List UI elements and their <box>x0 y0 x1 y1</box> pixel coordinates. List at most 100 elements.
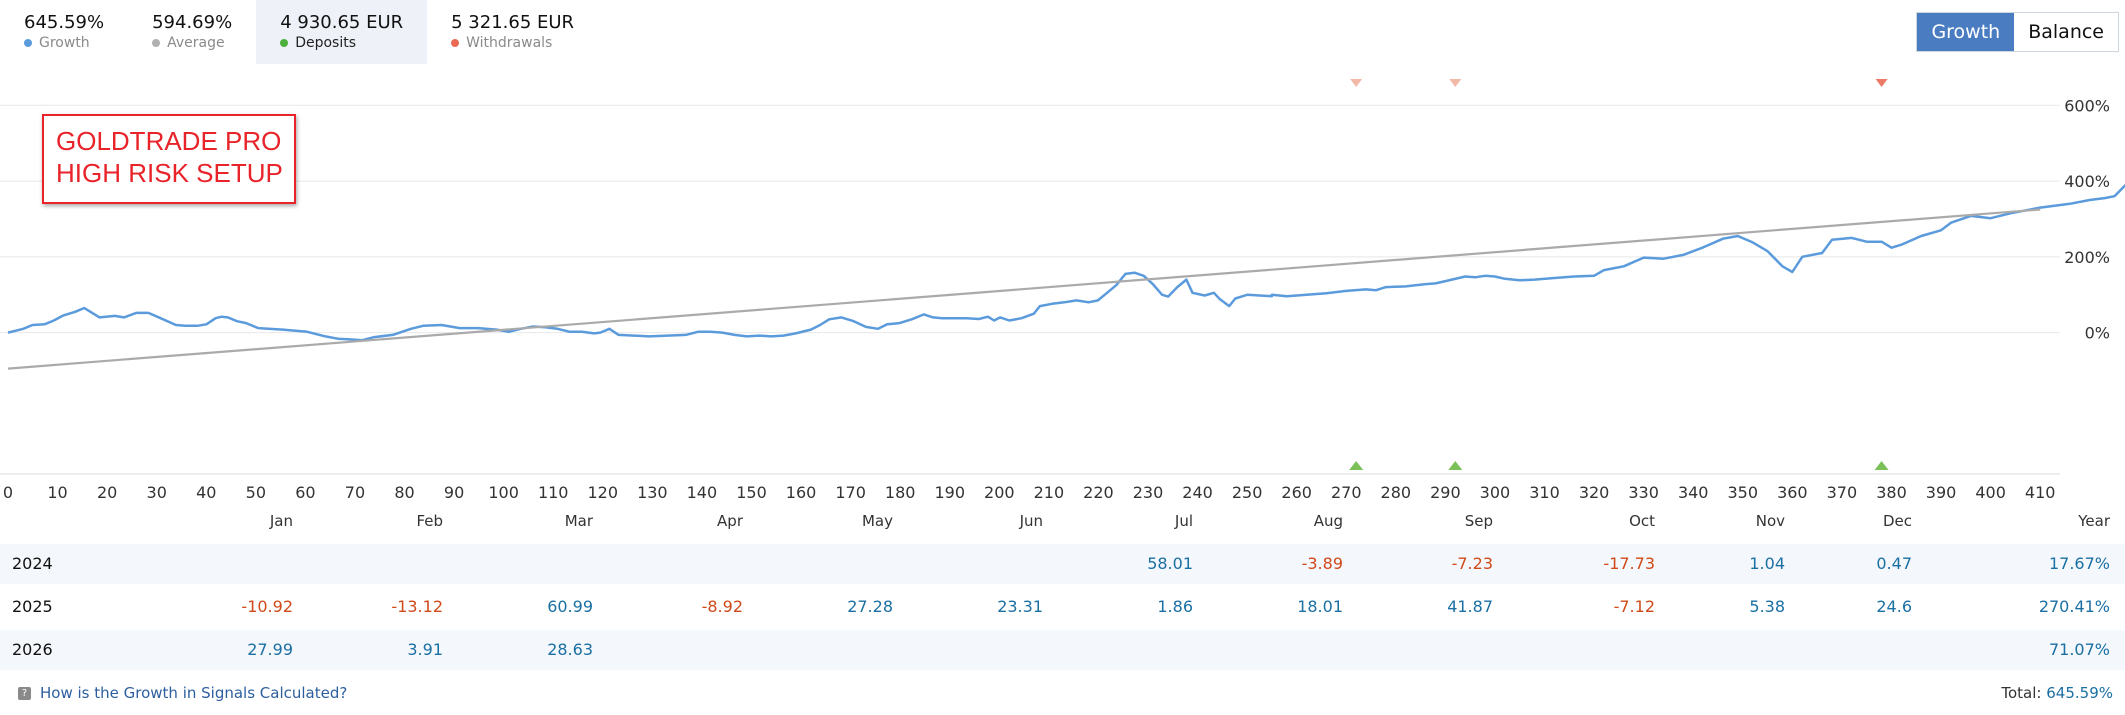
x-tick-label: 130 <box>637 483 668 502</box>
promo-line-1: GOLDTRADE PRO <box>56 126 282 156</box>
total-label: Total: <box>2001 684 2042 702</box>
month-value-cell: 5.38 <box>1749 597 1785 616</box>
x-tick-label: 230 <box>1133 483 1164 502</box>
month-value-cell: 23.31 <box>997 597 1043 616</box>
month-value-cell <box>633 544 743 584</box>
stat-average[interactable]: 594.69% Average <box>128 0 256 64</box>
x-tick-label: 380 <box>1876 483 1907 502</box>
deposit-marker-icon <box>1874 461 1889 470</box>
promo-line-2: HIGH RISK SETUP <box>56 158 283 188</box>
month-header-row: Jan Feb Mar Apr May Jun Jul Aug Sep Oct Nov Dec Year <box>0 512 2125 536</box>
x-tick-label: 10 <box>47 483 67 502</box>
x-tick-label: 330 <box>1628 483 1659 502</box>
x-tick-label: 30 <box>147 483 167 502</box>
x-tick-label: 200 <box>984 483 1015 502</box>
month-value-cell <box>933 544 1043 584</box>
deposit-marker-icon <box>1448 461 1463 470</box>
month-value-cell <box>1675 630 1785 670</box>
x-tick-label: 270 <box>1331 483 1362 502</box>
x-tick-label: 210 <box>1034 483 1065 502</box>
year-total-cell: 71.07% <box>2048 640 2110 659</box>
month-value-cell: -10.92 <box>241 597 293 616</box>
stats-bar: 645.59% Growth 594.69% Average 4 930.65 … <box>0 0 598 64</box>
month-value-cell <box>783 544 893 584</box>
month-value-cell <box>933 630 1043 670</box>
x-tick-label: 250 <box>1232 483 1263 502</box>
table-row: 2025 -10.92 -13.12 60.99 -8.92 27.28 23.31 1.86… <box>0 587 2125 627</box>
y-tick-label: 600% <box>2064 96 2110 115</box>
month-value-cell <box>1545 630 1655 670</box>
month-value-cell <box>1802 630 1912 670</box>
x-tick-label: 260 <box>1281 483 1312 502</box>
x-tick-label: 290 <box>1430 483 1461 502</box>
month-value-cell: 27.28 <box>847 597 893 616</box>
x-tick-label: 90 <box>444 483 464 502</box>
x-tick-label: 360 <box>1777 483 1808 502</box>
month-value-cell: 28.63 <box>547 640 593 659</box>
month-value-cell <box>783 630 893 670</box>
stat-withdrawals-label: Withdrawals <box>466 35 553 51</box>
month-header: Apr <box>717 512 743 530</box>
year-total-cell: 270.41% <box>2038 597 2110 616</box>
stat-withdrawals-value: 5 321.65 EUR <box>451 12 575 33</box>
x-tick-label: 410 <box>2025 483 2056 502</box>
month-value-cell: -3.89 <box>1301 554 1343 573</box>
growth-dot-icon <box>24 39 32 47</box>
month-header: Aug <box>1313 512 1343 530</box>
year-total-cell: 17.67% <box>2048 554 2110 573</box>
deposits-dot-icon <box>280 39 289 47</box>
month-header: Year <box>2078 512 2110 530</box>
month-value-cell <box>1233 630 1343 670</box>
month-value-cell: 0.47 <box>1876 554 1912 573</box>
growth-chart: 0% 200% 400% 600% 0 10 20 30 40 50 60 70 80 90 100 110 1… <box>0 79 2125 502</box>
month-value-cell <box>333 544 443 584</box>
x-tick-label: 80 <box>394 483 414 502</box>
month-value-cell: 1.04 <box>1749 554 1785 573</box>
growth-help-link-text: How is the Growth in Signals Calculated? <box>40 684 348 702</box>
stat-deposits[interactable]: 4 930.65 EUR Deposits <box>256 0 428 64</box>
help-icon: ? <box>18 686 31 700</box>
month-value-cell: -7.23 <box>1451 554 1493 573</box>
month-value-cell: -7.12 <box>1613 597 1655 616</box>
row-year: 2024 <box>12 554 53 573</box>
y-tick-label: 400% <box>2064 172 2110 191</box>
stat-growth-label: Growth <box>39 35 90 51</box>
x-tick-label: 120 <box>588 483 619 502</box>
x-tick-label: 390 <box>1926 483 1957 502</box>
stat-deposits-label: Deposits <box>295 35 356 51</box>
total-growth: Total: 645.59% <box>2001 684 2113 702</box>
x-tick-label: 50 <box>246 483 266 502</box>
x-tick-label: 60 <box>295 483 315 502</box>
balance-tab[interactable]: Balance <box>2014 13 2118 51</box>
growth-series-line <box>7 183 2125 342</box>
month-value-cell: 41.87 <box>1447 597 1493 616</box>
average-series-line <box>7 208 2041 370</box>
x-tick-label: 160 <box>786 483 817 502</box>
x-tick-label: 350 <box>1728 483 1759 502</box>
stat-deposits-value: 4 930.65 EUR <box>280 12 404 33</box>
stat-withdrawals[interactable]: 5 321.65 EUR Withdrawals <box>427 0 598 64</box>
y-tick-label: 200% <box>2064 248 2110 267</box>
stat-growth[interactable]: 645.59% Growth <box>0 0 128 64</box>
month-value-cell: -13.12 <box>391 597 443 616</box>
x-tick-label: 190 <box>934 483 965 502</box>
growth-tab[interactable]: Growth <box>1917 13 2015 51</box>
x-tick-label: 20 <box>97 483 117 502</box>
growth-help-link[interactable]: ? How is the Growth in Signals Calculate… <box>18 684 347 702</box>
month-header: Jan <box>269 512 293 530</box>
month-header: Oct <box>1629 512 1655 530</box>
total-value: 645.59% <box>2046 684 2113 702</box>
row-year: 2026 <box>12 640 53 659</box>
month-value-cell: 58.01 <box>1147 554 1193 573</box>
month-value-cell: 60.99 <box>547 597 593 616</box>
x-tick-label: 100 <box>488 483 519 502</box>
withdrawal-marker-icon <box>1875 79 1888 87</box>
x-tick-label: 40 <box>196 483 216 502</box>
deposit-marker-icon <box>1349 461 1364 470</box>
x-tick-label: 400 <box>1975 483 2006 502</box>
month-value-cell <box>1383 630 1493 670</box>
promo-label: GOLDTRADE PRO HIGH RISK SETUP <box>42 114 296 204</box>
month-header: Feb <box>416 512 443 530</box>
x-tick-label: 280 <box>1381 483 1412 502</box>
month-value-cell <box>1083 630 1193 670</box>
